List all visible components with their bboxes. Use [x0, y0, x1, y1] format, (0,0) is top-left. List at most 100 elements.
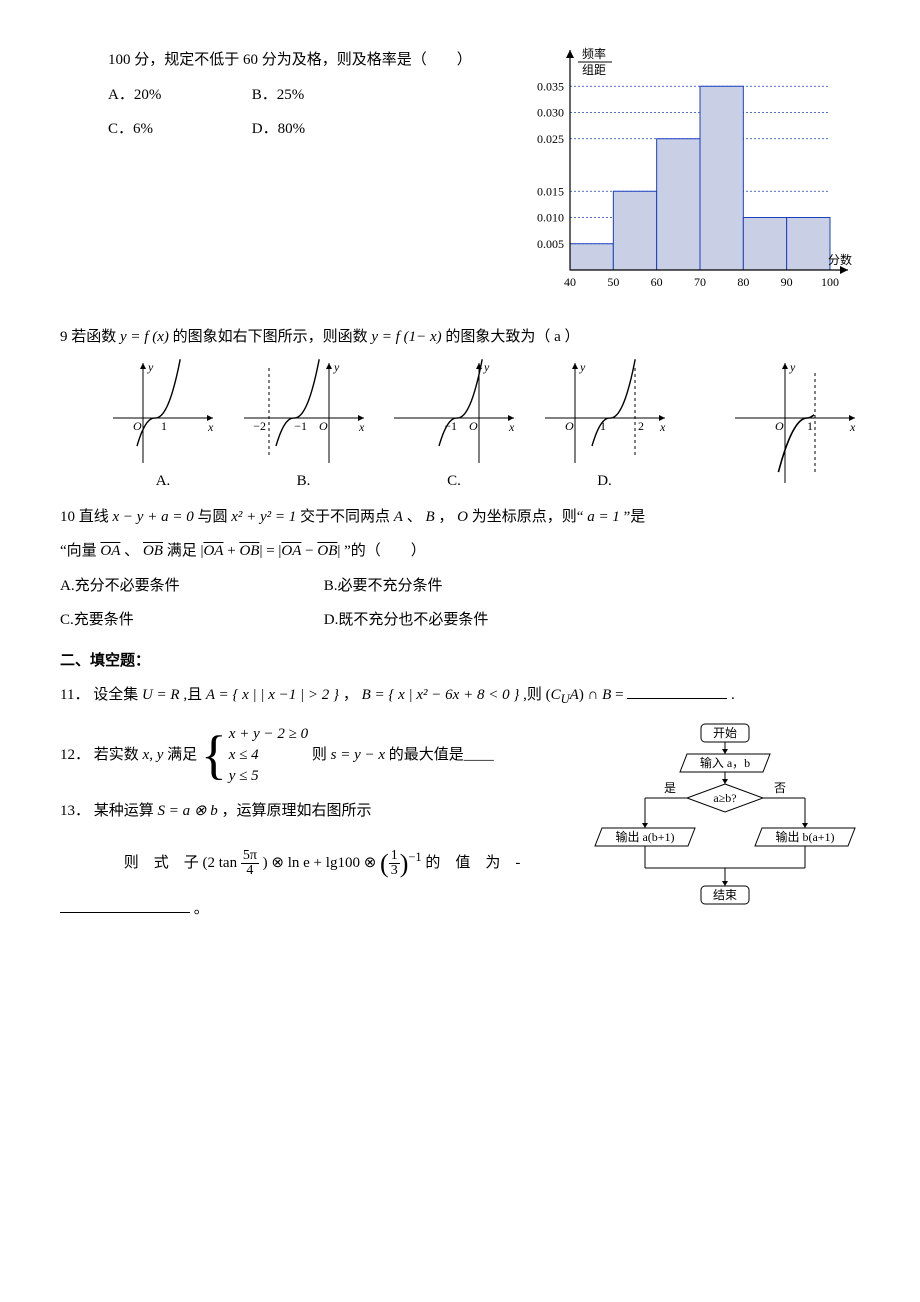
svg-text:y: y — [579, 360, 586, 374]
q13-tail: 。 — [194, 901, 209, 917]
q12-b: 满足 — [167, 747, 197, 763]
q12-a: 若实数 — [94, 747, 139, 763]
q8-opts-row1: A．20% B．25% — [108, 81, 500, 110]
q11-blank — [627, 683, 727, 699]
svg-text:100: 100 — [821, 275, 839, 289]
q10-abs: |OA + OB| = |OA − OB| — [200, 543, 344, 559]
svg-text:−1: −1 — [444, 419, 457, 433]
q10-oA: A.充分不必要条件 — [60, 572, 320, 601]
svg-text:1: 1 — [807, 419, 813, 433]
svg-text:结束: 结束 — [713, 888, 737, 902]
q11-num: 11． — [60, 687, 89, 703]
q10-eqa: a = 1 — [587, 509, 620, 525]
q10-oB: B.必要不充分条件 — [324, 572, 584, 601]
svg-text:60: 60 — [651, 275, 663, 289]
svg-text:否: 否 — [774, 781, 786, 795]
q9-f2: y = f (1− x) — [371, 329, 441, 345]
q12-xy: x, y — [143, 747, 164, 763]
q10-num: 10 — [60, 509, 75, 525]
q12-c1: x + y − 2 ≥ 0 — [229, 724, 308, 745]
q10-cm: ， — [438, 509, 453, 525]
svg-text:0.010: 0.010 — [537, 211, 564, 225]
q10-b: 与圆 — [197, 509, 227, 525]
section2: 二、填空题： — [60, 647, 860, 676]
q10-ptB: B — [425, 509, 434, 525]
svg-text:y: y — [483, 360, 490, 374]
svg-text:O: O — [565, 419, 574, 433]
q10-eq1: x − y + a = 0 — [113, 509, 194, 525]
svg-text:1: 1 — [600, 419, 606, 433]
svg-text:分数: 分数 — [828, 252, 852, 267]
svg-text:0.030: 0.030 — [537, 106, 564, 120]
q13-l3: 。 — [60, 895, 590, 924]
svg-text:输入 a，b: 输入 a，b — [700, 755, 750, 770]
svg-text:a≥b?: a≥b? — [713, 791, 736, 805]
q13-blank — [60, 897, 190, 913]
q10-OA2: OA — [203, 543, 223, 559]
svg-text:x: x — [508, 420, 515, 434]
q8-opt-C: C．6% — [108, 115, 248, 144]
svg-text:x: x — [358, 420, 365, 434]
q12-cases: { x + y − 2 ≥ 0 x ≤ 4 y ≤ 5 — [201, 724, 308, 787]
q8-opt-D: D．80% — [252, 115, 392, 144]
q8-histogram: 0.0050.0100.0150.0250.0300.0354050607080… — [500, 40, 860, 315]
q10-opts2: C.充要条件 D.既不充分也不必要条件 — [60, 606, 860, 635]
q13-b: ，运算原理如右图所示 — [221, 803, 371, 819]
q13-l2: 则 式 子 (2 tan 5π4 ) ⊗ ln e + lg100 ⊗ (13)… — [60, 839, 590, 888]
svg-text:是: 是 — [664, 781, 676, 795]
q8-opts-row2: C．6% D．80% — [108, 115, 500, 144]
svg-text:输出 a(b+1): 输出 a(b+1) — [615, 829, 674, 844]
q13-fd: 4 — [241, 864, 259, 879]
svg-text:开始: 开始 — [713, 726, 737, 740]
q11-dot: . — [731, 687, 735, 703]
q13-pn: 1 — [389, 849, 400, 865]
svg-text:−2: −2 — [253, 419, 266, 433]
q13-num: 13． — [60, 803, 90, 819]
q10-OA: OA — [100, 543, 120, 559]
svg-text:90: 90 — [781, 275, 793, 289]
svg-text:40: 40 — [564, 275, 576, 289]
q10-OA3: OA — [281, 543, 301, 559]
q9-gD: y x O 1 2 D. — [540, 358, 670, 493]
svg-text:70: 70 — [694, 275, 706, 289]
svg-text:频率: 频率 — [582, 46, 606, 61]
q9-label-C: C. — [389, 473, 519, 490]
q10-d: 为坐标原点，则“ — [472, 509, 584, 525]
q10-oD: D.既不充分也不必要条件 — [324, 606, 584, 635]
svg-text:y: y — [147, 360, 154, 374]
q13-a: 某种运算 — [94, 803, 154, 819]
svg-text:x: x — [849, 420, 856, 434]
q13-pre: (2 tan — [203, 855, 238, 871]
q13-S: S = a ⊗ b — [158, 803, 218, 819]
q11-U: U = R — [142, 687, 180, 703]
q12-s: s = y − x — [331, 747, 385, 763]
q12-13-row: 12． 若实数 x, y 满足 { x + y − 2 ≥ 0 x ≤ 4 y … — [60, 718, 860, 943]
svg-text:输出 b(a+1): 输出 b(a+1) — [775, 829, 834, 844]
q11-b: ,且 — [183, 687, 202, 703]
q11-sub: U — [561, 692, 570, 706]
q10-oC: C.充要条件 — [60, 606, 320, 635]
q8-stem: 100 分，规定不低于 60 分为及格，则及格率是（ ） — [108, 46, 500, 75]
svg-text:0.025: 0.025 — [537, 132, 564, 146]
q12-c2: x ≤ 4 — [229, 745, 308, 766]
svg-text:0.015: 0.015 — [537, 184, 564, 198]
q11-a: 设全集 — [93, 687, 138, 703]
svg-text:50: 50 — [607, 275, 619, 289]
q10-l2b: 满足 — [167, 543, 197, 559]
svg-text:x: x — [659, 420, 666, 434]
q9-txt-c: 的图象大致为（ a ） — [445, 329, 579, 345]
q9-label-D: D. — [540, 473, 670, 490]
q12-num: 12． — [60, 747, 90, 763]
svg-text:y: y — [333, 360, 340, 374]
q8-opt-B: B．25% — [252, 81, 392, 110]
svg-text:1: 1 — [161, 419, 167, 433]
q10-OB3: OB — [317, 543, 337, 559]
q10-eq2: x² + y² = 1 — [231, 509, 296, 525]
svg-text:2: 2 — [638, 419, 644, 433]
q11-B: B = { x | x² − 6x + 8 < 0 } — [362, 687, 520, 703]
q9-num: 9 — [60, 329, 68, 345]
q10-a: 直线 — [79, 509, 109, 525]
svg-text:0.005: 0.005 — [537, 237, 564, 251]
q10-OB: OB — [143, 543, 163, 559]
q10-l2c: ”的（ ） — [344, 543, 426, 559]
